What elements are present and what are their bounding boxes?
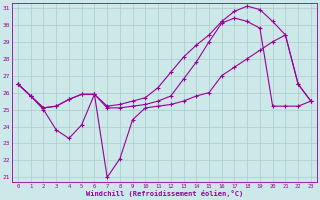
X-axis label: Windchill (Refroidissement éolien,°C): Windchill (Refroidissement éolien,°C) xyxy=(86,190,243,197)
